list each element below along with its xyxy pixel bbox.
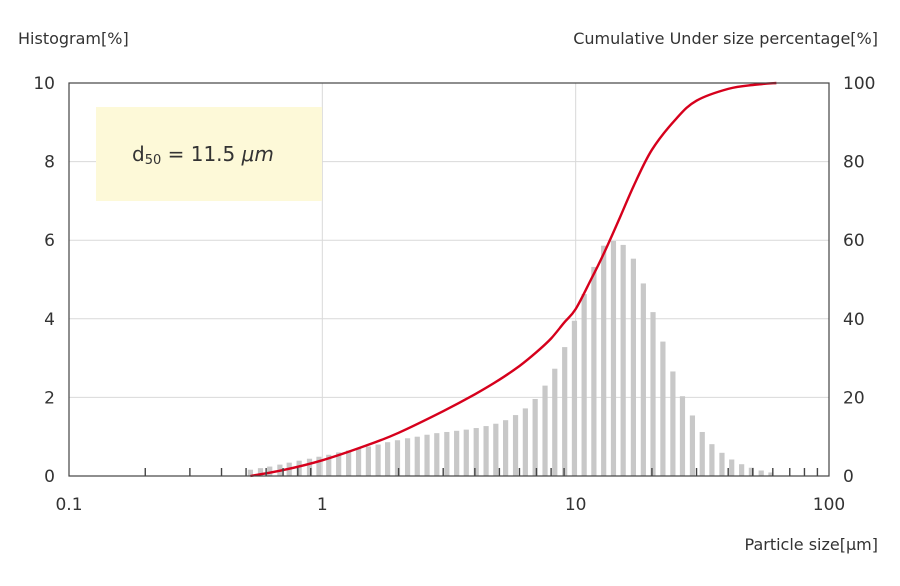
d50-main: d <box>132 142 145 166</box>
cumulative-curve-layer <box>250 81 777 478</box>
d50-value: = 11.5 <box>161 142 241 166</box>
histogram-bar <box>336 452 342 476</box>
y-right-tick-label: 20 <box>843 388 865 408</box>
histogram-bar <box>473 428 479 476</box>
x-axis-title: Particle size[µm] <box>745 535 878 554</box>
histogram-bar <box>699 431 705 476</box>
histogram-bar <box>542 385 548 476</box>
y-left-tick-label: 6 <box>44 231 55 251</box>
histogram-bar <box>581 294 587 476</box>
histogram-bar <box>503 420 509 476</box>
y-right-tick-label: 60 <box>843 231 865 251</box>
y-right-tick-label: 80 <box>843 153 865 173</box>
x-tick-label: 10 <box>565 495 587 515</box>
histogram-bar <box>385 442 391 476</box>
histogram-bar <box>454 430 460 476</box>
histogram-bar <box>660 341 666 476</box>
y-left-tick-label: 0 <box>44 467 55 487</box>
plot-border <box>68 82 830 477</box>
y-left-tick-label: 2 <box>44 388 55 408</box>
histogram-bar <box>483 426 489 476</box>
left-axis-title: Histogram[%] <box>18 29 129 48</box>
y-left-tick-label: 8 <box>44 153 55 173</box>
y-left-tick-label: 4 <box>44 310 55 330</box>
histogram-bar <box>424 434 430 476</box>
plot-frame <box>68 82 830 477</box>
histogram-bar <box>493 423 499 476</box>
histogram-bar <box>316 456 322 476</box>
d50-unit: μm <box>241 142 274 166</box>
histogram-bar <box>650 312 656 476</box>
histogram-bar <box>346 450 352 476</box>
cumulative-curve <box>250 81 777 478</box>
histogram-bar <box>247 469 253 476</box>
histogram-bar <box>296 460 302 476</box>
histogram-bar <box>679 396 686 476</box>
histogram-bar <box>610 240 617 476</box>
histogram-bar <box>620 244 626 476</box>
d50-subscript: 50 <box>145 153 162 168</box>
histogram-bar <box>306 458 313 476</box>
d50-annotation-text: d50 = 11.5 μm <box>132 142 274 168</box>
histogram-bar <box>748 467 755 476</box>
histogram-bar <box>719 452 725 476</box>
y-left-tick-label: 10 <box>33 74 55 94</box>
histogram-bar <box>365 446 372 476</box>
y-right-tick-label: 100 <box>843 74 875 94</box>
histogram-bar <box>434 433 440 476</box>
x-tick-label: 0.1 <box>55 495 82 515</box>
histogram-bar <box>522 408 528 476</box>
y-right-tick-label: 40 <box>843 310 865 330</box>
histogram-bar <box>768 472 774 476</box>
histogram-bar <box>571 320 578 476</box>
histogram-bar <box>591 266 597 476</box>
histogram-bar <box>729 459 735 476</box>
right-axis-title: Cumulative Under size percentage[%] <box>573 29 878 48</box>
d50-annotation-background <box>96 107 322 201</box>
histogram-bar <box>640 283 646 476</box>
histogram-bar <box>739 464 745 476</box>
histogram-bar <box>355 448 362 476</box>
histogram-bar <box>689 415 696 476</box>
histogram-bar <box>326 454 332 476</box>
histogram-bar <box>512 415 519 476</box>
histogram-bar <box>267 466 273 476</box>
histogram-bar <box>758 470 764 476</box>
histogram-bar <box>414 436 420 476</box>
histogram-bar <box>562 347 568 476</box>
d50-annotation: d50 = 11.5 μm <box>96 107 322 201</box>
histogram-bar <box>257 468 264 476</box>
histogram-bar <box>375 444 381 476</box>
histogram-bar <box>630 258 636 476</box>
histogram-bar <box>404 438 411 476</box>
histogram-bar <box>463 429 469 476</box>
histogram-bar <box>709 444 715 476</box>
histogram-bar <box>532 398 538 476</box>
histogram-bar <box>552 368 558 476</box>
x-tick-label: 1 <box>317 495 328 515</box>
histogram-bar <box>670 371 676 476</box>
histogram-bar <box>444 431 450 476</box>
histogram-bar <box>601 245 607 476</box>
histogram-bars <box>247 240 774 476</box>
histogram-bar <box>394 440 401 476</box>
x-tick-label: 100 <box>813 495 845 515</box>
y-right-tick-label: 0 <box>843 467 854 487</box>
